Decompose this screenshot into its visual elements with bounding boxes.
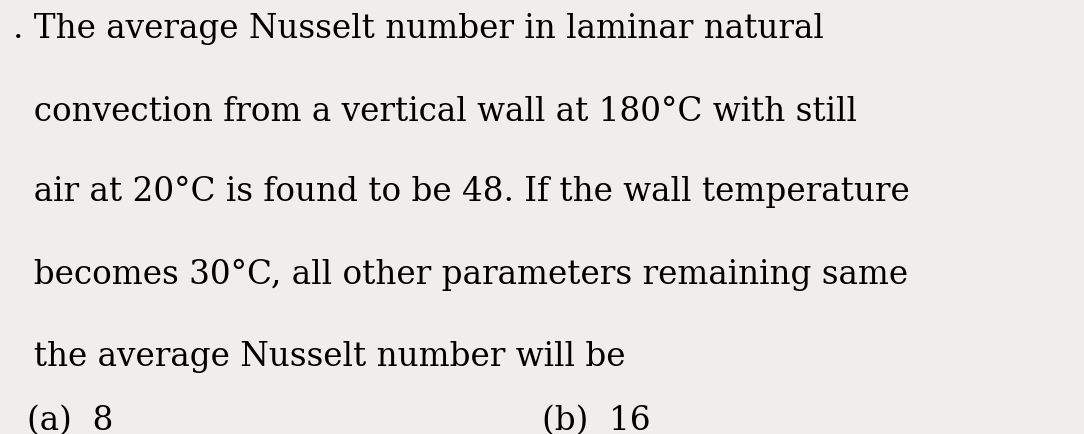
Text: . The average Nusselt number in laminar natural: . The average Nusselt number in laminar …: [13, 13, 824, 45]
Text: (b)  16: (b) 16: [542, 404, 650, 434]
Text: (a)  8: (a) 8: [27, 404, 114, 434]
Text: convection from a vertical wall at 180°C with still: convection from a vertical wall at 180°C…: [13, 95, 857, 128]
Text: becomes 30°C, all other parameters remaining same: becomes 30°C, all other parameters remai…: [13, 258, 908, 290]
Text: the average Nusselt number will be: the average Nusselt number will be: [13, 341, 625, 373]
Text: air at 20°C is found to be 48. If the wall temperature: air at 20°C is found to be 48. If the wa…: [13, 176, 909, 208]
